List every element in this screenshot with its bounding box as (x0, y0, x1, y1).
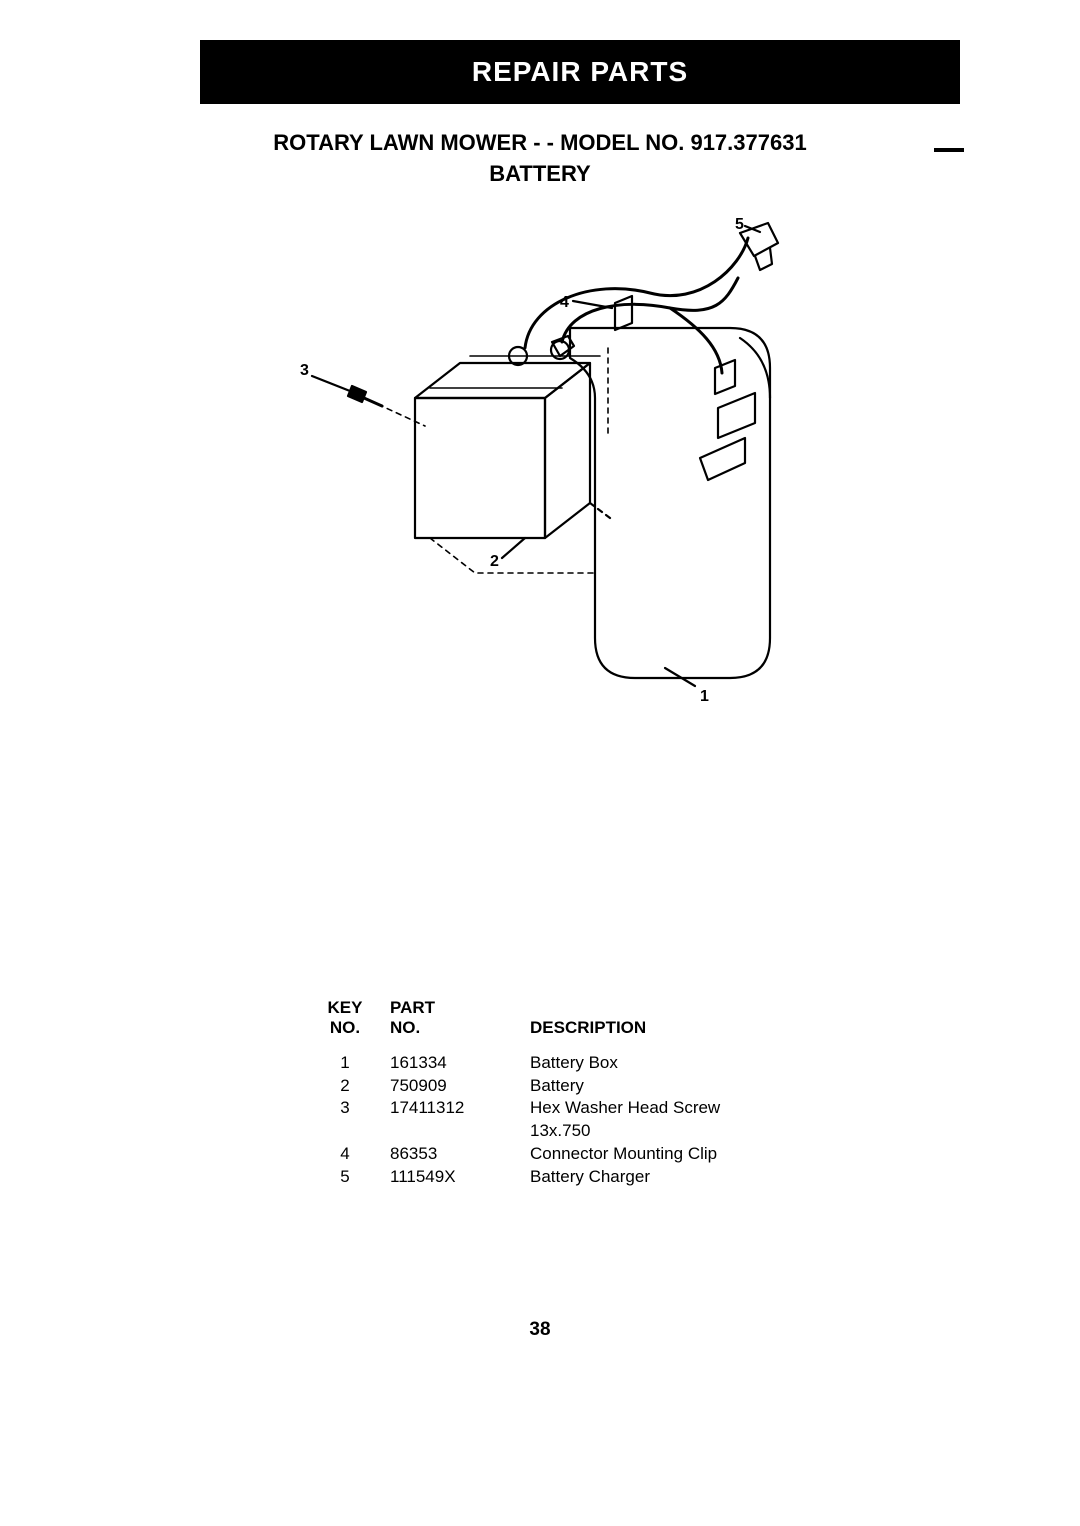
header-part-1: PART (390, 998, 530, 1018)
cell-desc: Battery Charger (530, 1166, 780, 1189)
cell-key: 1 (300, 1052, 390, 1075)
cell-part: 111549X (390, 1166, 530, 1189)
callout-1: 1 (700, 688, 709, 706)
callout-4: 4 (560, 294, 569, 312)
battery-diagram: 5 4 3 2 1 (270, 208, 810, 748)
table-row: 4 86353 Connector Mounting Clip (300, 1143, 780, 1166)
title-line-1: ROTARY LAWN MOWER - - MODEL NO. 917.3776… (120, 128, 960, 159)
page-edge-mark (934, 148, 964, 152)
header-title: REPAIR PARTS (472, 56, 688, 87)
diagram-svg (270, 208, 810, 748)
header-bar: REPAIR PARTS (200, 40, 960, 104)
header-desc-text: DESCRIPTION (530, 1018, 780, 1038)
cell-desc: Connector Mounting Clip (530, 1143, 780, 1166)
cell-desc: Battery (530, 1075, 780, 1098)
header-key: KEY NO. (300, 998, 390, 1038)
table-row: 5 111549X Battery Charger (300, 1166, 780, 1189)
header-key-1: KEY (300, 998, 390, 1018)
table-row: 2 750909 Battery (300, 1075, 780, 1098)
table-header: KEY NO. PART NO. DESCRIPTION (300, 998, 780, 1038)
title-block: ROTARY LAWN MOWER - - MODEL NO. 917.3776… (120, 128, 960, 190)
header-desc: DESCRIPTION (530, 1018, 780, 1038)
parts-table: KEY NO. PART NO. DESCRIPTION 1 161334 Ba… (300, 998, 780, 1190)
cell-desc: Hex Washer Head Screw 13x.750 (530, 1097, 780, 1143)
cell-key: 5 (300, 1166, 390, 1189)
cell-part: 86353 (390, 1143, 530, 1166)
title-line-2: BATTERY (120, 159, 960, 190)
page-number: 38 (0, 1319, 1080, 1341)
header-key-2: NO. (300, 1018, 390, 1038)
table-row: 1 161334 Battery Box (300, 1052, 780, 1075)
table-row: 3 17411312 Hex Washer Head Screw 13x.750 (300, 1097, 780, 1143)
cell-key: 3 (300, 1097, 390, 1143)
cell-key: 2 (300, 1075, 390, 1098)
cell-part: 161334 (390, 1052, 530, 1075)
cell-desc: Battery Box (530, 1052, 780, 1075)
header-part: PART NO. (390, 998, 530, 1038)
callout-2: 2 (490, 553, 499, 571)
cell-part: 750909 (390, 1075, 530, 1098)
cell-key: 4 (300, 1143, 390, 1166)
page: REPAIR PARTS ROTARY LAWN MOWER - - MODEL… (0, 0, 1080, 1526)
callout-3: 3 (300, 362, 309, 380)
cell-part: 17411312 (390, 1097, 530, 1143)
header-part-2: NO. (390, 1018, 530, 1038)
callout-5: 5 (735, 216, 744, 234)
